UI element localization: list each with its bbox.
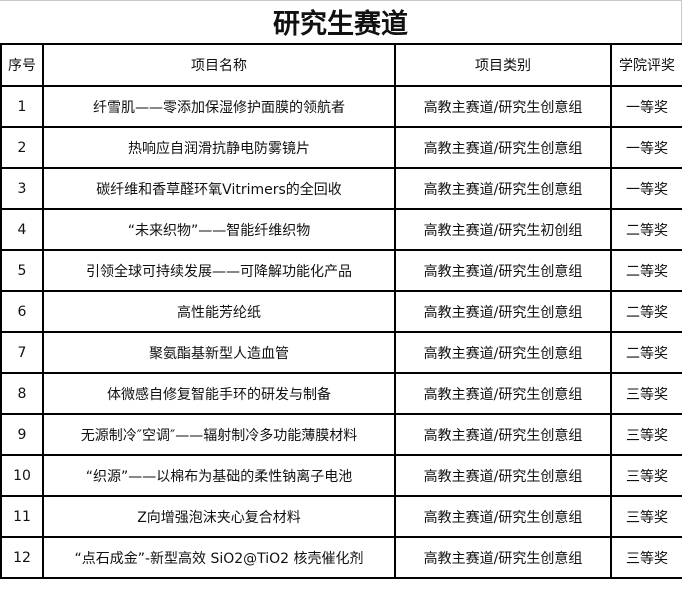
cell-project-name[interactable]: 高性能芳纶纸 <box>42 290 396 333</box>
cell-index[interactable]: 2 <box>0 126 44 169</box>
cell-index[interactable]: 5 <box>0 249 44 292</box>
cell-index[interactable]: 10 <box>0 454 44 497</box>
cell-project-name[interactable]: 无源制冷″空调″——辐射制冷多功能薄膜材料 <box>42 413 396 456</box>
cell-index[interactable]: 6 <box>0 290 44 333</box>
cell-project-name[interactable]: 体微感自修复智能手环的研发与制备 <box>42 372 396 415</box>
header-project-name[interactable]: 项目名称 <box>42 43 396 87</box>
table-row: 7 聚氨酯基新型人造血管 高教主赛道/研究生创意组 二等奖 <box>0 331 682 374</box>
cell-award[interactable]: 二等奖 <box>610 331 682 374</box>
cell-index[interactable]: 11 <box>0 495 44 538</box>
cell-award[interactable]: 二等奖 <box>610 208 682 251</box>
cell-project-name[interactable]: 热响应自润滑抗静电防雾镜片 <box>42 126 396 169</box>
cell-index[interactable]: 7 <box>0 331 44 374</box>
table-row: 2 热响应自润滑抗静电防雾镜片 高教主赛道/研究生创意组 一等奖 <box>0 126 682 169</box>
cell-project-category[interactable]: 高教主赛道/研究生创意组 <box>394 413 612 456</box>
cell-project-category[interactable]: 高教主赛道/研究生创意组 <box>394 290 612 333</box>
header-row: 序号 项目名称 项目类别 学院评奖 <box>0 43 682 87</box>
cell-project-category[interactable]: 高教主赛道/研究生创意组 <box>394 495 612 538</box>
cell-award[interactable]: 三等奖 <box>610 413 682 456</box>
table-row: 9 无源制冷″空调″——辐射制冷多功能薄膜材料 高教主赛道/研究生创意组 三等奖 <box>0 413 682 456</box>
table-row: 6 高性能芳纶纸 高教主赛道/研究生创意组 二等奖 <box>0 290 682 333</box>
cell-index[interactable]: 9 <box>0 413 44 456</box>
cell-project-name[interactable]: 碳纤维和香草醛环氧Vitrimers的全回收 <box>42 167 396 210</box>
sheet-title: 研究生赛道 <box>0 1 682 43</box>
table-row: 5 引领全球可持续发展——可降解功能化产品 高教主赛道/研究生创意组 二等奖 <box>0 249 682 292</box>
cell-award[interactable]: 三等奖 <box>610 372 682 415</box>
cell-index[interactable]: 4 <box>0 208 44 251</box>
cell-award[interactable]: 三等奖 <box>610 536 682 579</box>
table-row: 3 碳纤维和香草醛环氧Vitrimers的全回收 高教主赛道/研究生创意组 一等奖 <box>0 167 682 210</box>
table-row: 8 体微感自修复智能手环的研发与制备 高教主赛道/研究生创意组 三等奖 <box>0 372 682 415</box>
header-project-category[interactable]: 项目类别 <box>394 43 612 87</box>
cell-project-category[interactable]: 高教主赛道/研究生创意组 <box>394 372 612 415</box>
header-index[interactable]: 序号 <box>0 43 44 87</box>
table-row: 12 “点石成金”-新型高效 SiO2@TiO2 核壳催化剂 高教主赛道/研究生创意… <box>0 536 682 579</box>
cell-project-name[interactable]: Z向增强泡沫夹心复合材料 <box>42 495 396 538</box>
cell-project-category[interactable]: 高教主赛道/研究生创意组 <box>394 85 612 128</box>
cell-project-name[interactable]: “织源”——以棉布为基础的柔性钠离子电池 <box>42 454 396 497</box>
cell-index[interactable]: 3 <box>0 167 44 210</box>
cell-project-name[interactable]: 纤雪肌——零添加保湿修护面膜的领航者 <box>42 85 396 128</box>
table-row: 1 纤雪肌——零添加保湿修护面膜的领航者 高教主赛道/研究生创意组 一等奖 <box>0 85 682 128</box>
table-row: 11 Z向增强泡沫夹心复合材料 高教主赛道/研究生创意组 三等奖 <box>0 495 682 538</box>
cell-index[interactable]: 1 <box>0 85 44 128</box>
cell-award[interactable]: 二等奖 <box>610 249 682 292</box>
results-table: 序号 项目名称 项目类别 学院评奖 1 纤雪肌——零添加保湿修护面膜的领航者 高教主… <box>0 43 682 579</box>
cell-award[interactable]: 二等奖 <box>610 290 682 333</box>
cell-award[interactable]: 一等奖 <box>610 85 682 128</box>
cell-award[interactable]: 三等奖 <box>610 454 682 497</box>
cell-project-name[interactable]: 聚氨酯基新型人造血管 <box>42 331 396 374</box>
cell-index[interactable]: 8 <box>0 372 44 415</box>
table-row: 10 “织源”——以棉布为基础的柔性钠离子电池 高教主赛道/研究生创意组 三等奖 <box>0 454 682 497</box>
cell-award[interactable]: 三等奖 <box>610 495 682 538</box>
header-award[interactable]: 学院评奖 <box>610 43 682 87</box>
cell-project-category[interactable]: 高教主赛道/研究生创意组 <box>394 126 612 169</box>
cell-project-name[interactable]: “点石成金”-新型高效 SiO2@TiO2 核壳催化剂 <box>42 536 396 579</box>
cell-project-category[interactable]: 高教主赛道/研究生创意组 <box>394 331 612 374</box>
table-row: 4 “未来织物”——智能纤维织物 高教主赛道/研究生初创组 二等奖 <box>0 208 682 251</box>
cell-project-category[interactable]: 高教主赛道/研究生初创组 <box>394 208 612 251</box>
cell-project-category[interactable]: 高教主赛道/研究生创意组 <box>394 249 612 292</box>
cell-project-category[interactable]: 高教主赛道/研究生创意组 <box>394 454 612 497</box>
cell-award[interactable]: 一等奖 <box>610 126 682 169</box>
cell-project-name[interactable]: “未来织物”——智能纤维织物 <box>42 208 396 251</box>
cell-project-category[interactable]: 高教主赛道/研究生创意组 <box>394 536 612 579</box>
cell-award[interactable]: 一等奖 <box>610 167 682 210</box>
cell-project-category[interactable]: 高教主赛道/研究生创意组 <box>394 167 612 210</box>
cell-index[interactable]: 12 <box>0 536 44 579</box>
cell-project-name[interactable]: 引领全球可持续发展——可降解功能化产品 <box>42 249 396 292</box>
